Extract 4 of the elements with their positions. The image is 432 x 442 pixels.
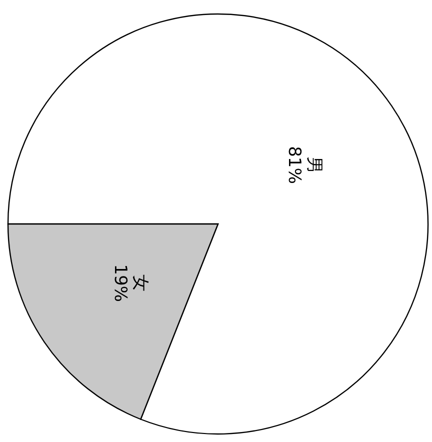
slice-label: 女 [130, 274, 150, 292]
data-label: 19% [110, 264, 130, 302]
slice-label: 男 [304, 156, 324, 174]
data-label: 81% [284, 146, 304, 184]
